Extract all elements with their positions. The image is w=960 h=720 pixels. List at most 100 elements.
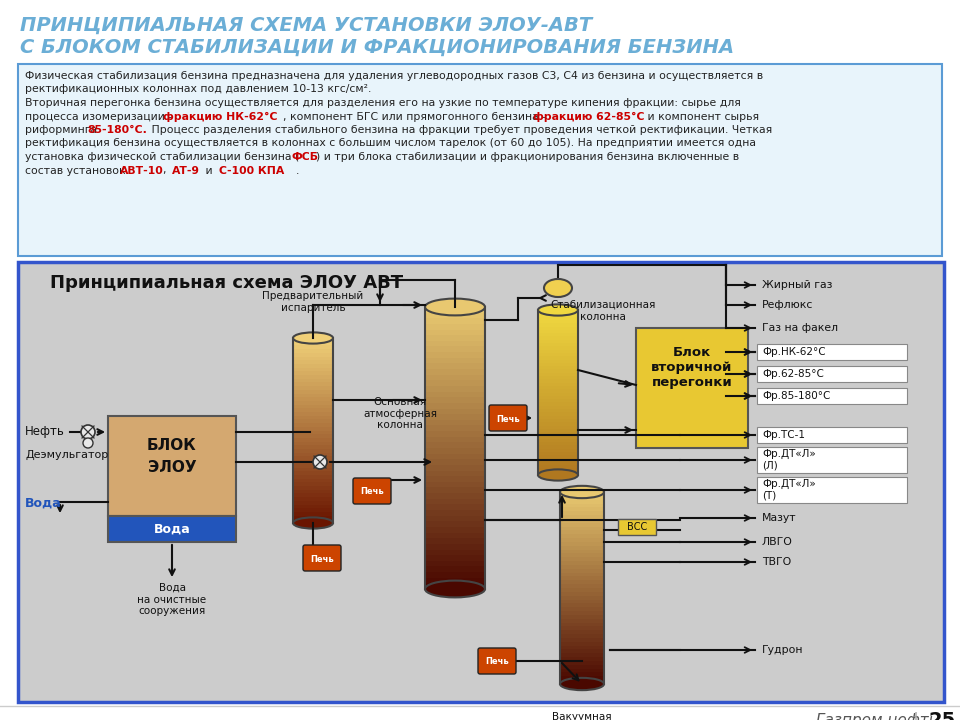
Bar: [560, 577, 604, 581]
Bar: [293, 467, 333, 472]
Bar: [560, 538, 604, 543]
Text: Блок
вторичной
перегонки: Блок вторичной перегонки: [651, 346, 732, 389]
Bar: [538, 449, 578, 453]
Text: ,: ,: [163, 166, 170, 176]
Bar: [538, 310, 578, 314]
Bar: [538, 452, 578, 456]
Bar: [293, 508, 333, 513]
Bar: [538, 402, 578, 407]
Bar: [293, 408, 333, 413]
Bar: [425, 567, 485, 573]
Bar: [560, 665, 604, 670]
Bar: [293, 423, 333, 428]
Bar: [538, 426, 578, 430]
Bar: [538, 432, 578, 436]
Bar: [293, 501, 333, 505]
Bar: [538, 359, 578, 364]
Bar: [293, 460, 333, 464]
Bar: [425, 454, 485, 460]
Bar: [425, 408, 485, 415]
Bar: [425, 352, 485, 359]
Bar: [293, 438, 333, 442]
Bar: [538, 409, 578, 413]
Text: фракцию 62-85°С: фракцию 62-85°С: [533, 112, 644, 122]
Bar: [538, 336, 578, 341]
Bar: [425, 482, 485, 488]
Ellipse shape: [560, 678, 604, 690]
Bar: [560, 569, 604, 573]
Bar: [293, 486, 333, 490]
Bar: [425, 437, 485, 444]
Bar: [560, 607, 604, 612]
Bar: [538, 392, 578, 397]
Text: Физическая стабилизация бензина предназначена для удаления углеводородных газов : Физическая стабилизация бензина предназн…: [25, 71, 763, 81]
Bar: [425, 307, 485, 313]
Text: Вторичная перегонка бензина осуществляется для разделения его на узкие по темпер: Вторичная перегонка бензина осуществляет…: [25, 98, 741, 108]
Bar: [538, 438, 578, 443]
Text: Предварительный
испаритель: Предварительный испаритель: [262, 292, 364, 313]
Bar: [538, 399, 578, 403]
Bar: [757, 477, 907, 503]
Bar: [293, 364, 333, 369]
Bar: [293, 497, 333, 502]
Bar: [425, 369, 485, 376]
Bar: [560, 565, 604, 570]
Bar: [425, 549, 485, 556]
Bar: [538, 333, 578, 337]
Bar: [293, 445, 333, 450]
Bar: [425, 397, 485, 404]
Bar: [293, 401, 333, 405]
Bar: [538, 313, 578, 318]
Bar: [425, 465, 485, 472]
Bar: [560, 549, 604, 554]
Bar: [293, 405, 333, 409]
Bar: [425, 448, 485, 454]
Text: процесса изомеризации -: процесса изомеризации -: [25, 112, 176, 122]
Bar: [560, 503, 604, 508]
Bar: [538, 462, 578, 466]
Text: Печь: Печь: [485, 657, 509, 667]
Bar: [560, 531, 604, 535]
Bar: [538, 350, 578, 354]
Bar: [293, 356, 333, 361]
Bar: [425, 364, 485, 370]
Bar: [425, 386, 485, 392]
Bar: [18, 64, 942, 256]
Bar: [538, 320, 578, 324]
Text: ВСС: ВСС: [627, 522, 647, 532]
Bar: [425, 583, 485, 590]
Bar: [538, 422, 578, 426]
Text: ЭЛОУ: ЭЛОУ: [148, 460, 196, 475]
Bar: [293, 427, 333, 431]
Bar: [293, 471, 333, 476]
Bar: [538, 459, 578, 463]
Bar: [425, 420, 485, 426]
Bar: [425, 431, 485, 438]
Bar: [560, 634, 604, 639]
Text: ТВГО: ТВГО: [762, 557, 791, 567]
Bar: [425, 555, 485, 562]
Text: Газпром нефть: Газпром нефть: [816, 713, 938, 720]
Bar: [538, 346, 578, 351]
Text: Вода: Вода: [25, 497, 61, 510]
Bar: [560, 511, 604, 516]
Bar: [425, 533, 485, 539]
Ellipse shape: [425, 580, 485, 598]
Text: Принципиальная схема ЭЛОУ АВТ: Принципиальная схема ЭЛОУ АВТ: [50, 274, 403, 292]
Bar: [538, 363, 578, 367]
Bar: [425, 324, 485, 330]
Bar: [425, 539, 485, 545]
Bar: [560, 500, 604, 504]
Bar: [425, 459, 485, 466]
Bar: [293, 482, 333, 487]
Bar: [560, 642, 604, 647]
Bar: [538, 472, 578, 476]
Text: 25: 25: [928, 711, 955, 720]
Bar: [757, 388, 907, 404]
Bar: [425, 521, 485, 528]
Text: Печь: Печь: [496, 415, 520, 423]
Bar: [425, 318, 485, 325]
Text: Газ на факел: Газ на факел: [762, 323, 838, 333]
Bar: [293, 464, 333, 468]
Text: .: .: [296, 166, 300, 176]
